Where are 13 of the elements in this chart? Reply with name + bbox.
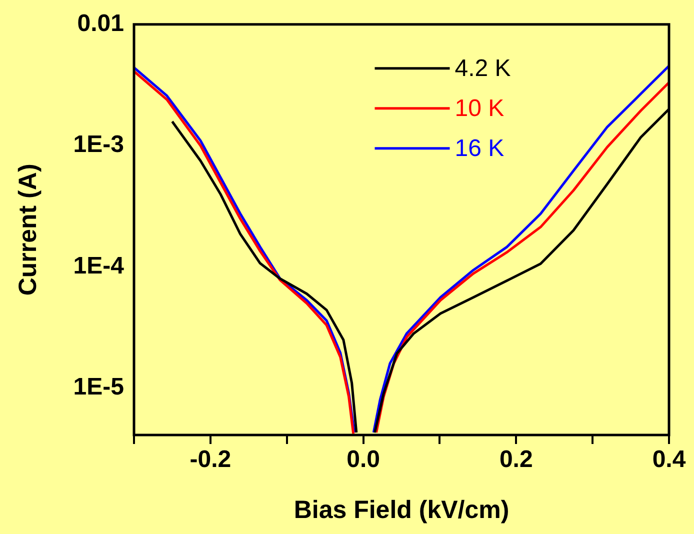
x-tick-label: -0.2: [190, 446, 232, 474]
y-axis-title: Current (A): [14, 164, 42, 296]
x-axis-title: Bias Field (kV/cm): [294, 496, 510, 524]
legend-label: 16 K: [454, 135, 504, 162]
x-tick-label: 0.0: [346, 446, 380, 474]
y-tick-label: 1E-4: [73, 252, 125, 280]
y-tick-label: 1E-3: [73, 131, 124, 158]
x-tick-label: 0.4: [652, 446, 686, 474]
x-tick-label: 0.2: [499, 446, 533, 474]
legend-label: 10 K: [454, 95, 504, 122]
y-tick-label: 0.01: [77, 10, 124, 38]
legend-label: 4.2 K: [454, 55, 511, 82]
y-tick-label: 1E-5: [73, 374, 124, 401]
